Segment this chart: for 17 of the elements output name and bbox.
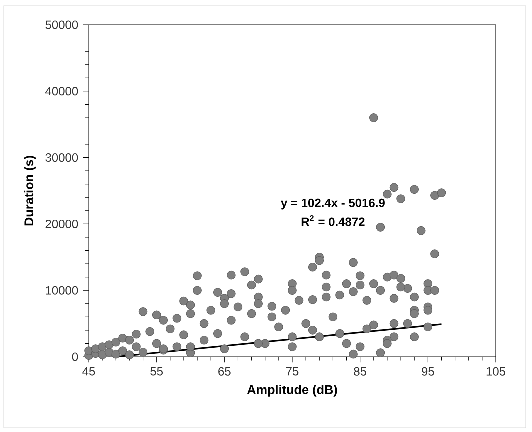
x-axis-title: Amplitude (dB) bbox=[247, 385, 338, 397]
y-axis-title: Duration (s) bbox=[24, 156, 36, 226]
x-tick-label: 85 bbox=[354, 367, 366, 376]
annotation: y = 102.4x - 5016.9 bbox=[281, 198, 385, 210]
y-tick-label: 40000 bbox=[46, 87, 78, 96]
y-tick-label: 20000 bbox=[46, 220, 78, 228]
x-tick-label: 45 bbox=[82, 367, 96, 376]
x-tick-label: 105 bbox=[486, 367, 506, 376]
y-tick-label: 10000 bbox=[46, 286, 78, 295]
x-tick-label: 75 bbox=[286, 367, 299, 376]
x-tick-label: 55 bbox=[150, 367, 164, 376]
annotation: R$^{2}$ = 0.4872 bbox=[302, 215, 365, 226]
x-tick-label: 65 bbox=[218, 367, 231, 376]
y-tick-label: 0 bbox=[72, 352, 78, 362]
y-tick-label: 30000 bbox=[46, 154, 78, 162]
x-tick-label: 95 bbox=[422, 367, 434, 376]
y-tick-label: 50000 bbox=[46, 20, 78, 30]
